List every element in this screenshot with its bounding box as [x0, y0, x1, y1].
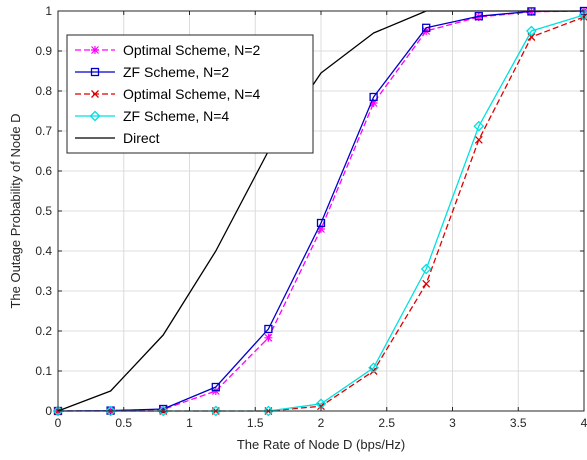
x-tick-label: 0.5 [115, 416, 132, 430]
y-tick-label: 0 [45, 404, 52, 418]
y-tick-label: 0.6 [35, 164, 52, 178]
legend-label: ZF Scheme, N=2 [123, 64, 229, 80]
asterisk-marker [91, 46, 99, 54]
legend-label: ZF Scheme, N=4 [123, 108, 229, 124]
x-tick-label: 1 [186, 416, 193, 430]
legend-label: Direct [123, 130, 160, 146]
y-tick-label: 0.3 [35, 284, 52, 298]
x-tick-label: 0 [55, 416, 62, 430]
y-tick-label: 0.4 [35, 244, 52, 258]
y-tick-label: 0.5 [35, 204, 52, 218]
y-tick-label: 0.7 [35, 124, 52, 138]
y-tick-label: 0.2 [35, 324, 52, 338]
y-tick-label: 0.1 [35, 364, 52, 378]
x-tick-label: 3.5 [510, 416, 527, 430]
x-tick-label: 3 [449, 416, 456, 430]
y-axis-label: The Outage Probability of Node D [8, 113, 23, 308]
y-tick-label: 0.8 [35, 84, 52, 98]
x-tick-label: 4 [581, 416, 587, 430]
legend-label: Optimal Scheme, N=4 [123, 86, 261, 102]
x-tick-label: 2 [318, 416, 325, 430]
y-tick-label: 0.9 [35, 44, 52, 58]
legend: Optimal Scheme, N=2 ZF Scheme, N=2 Optimal… [67, 35, 313, 153]
x-tick-label: 2.5 [378, 416, 395, 430]
x-tick-label: 1.5 [247, 416, 264, 430]
y-tick-label: 1 [45, 4, 52, 18]
legend-label: Optimal Scheme, N=2 [123, 42, 261, 58]
asterisk-marker [264, 334, 272, 342]
x-axis-label: The Rate of Node D (bps/Hz) [237, 437, 405, 452]
